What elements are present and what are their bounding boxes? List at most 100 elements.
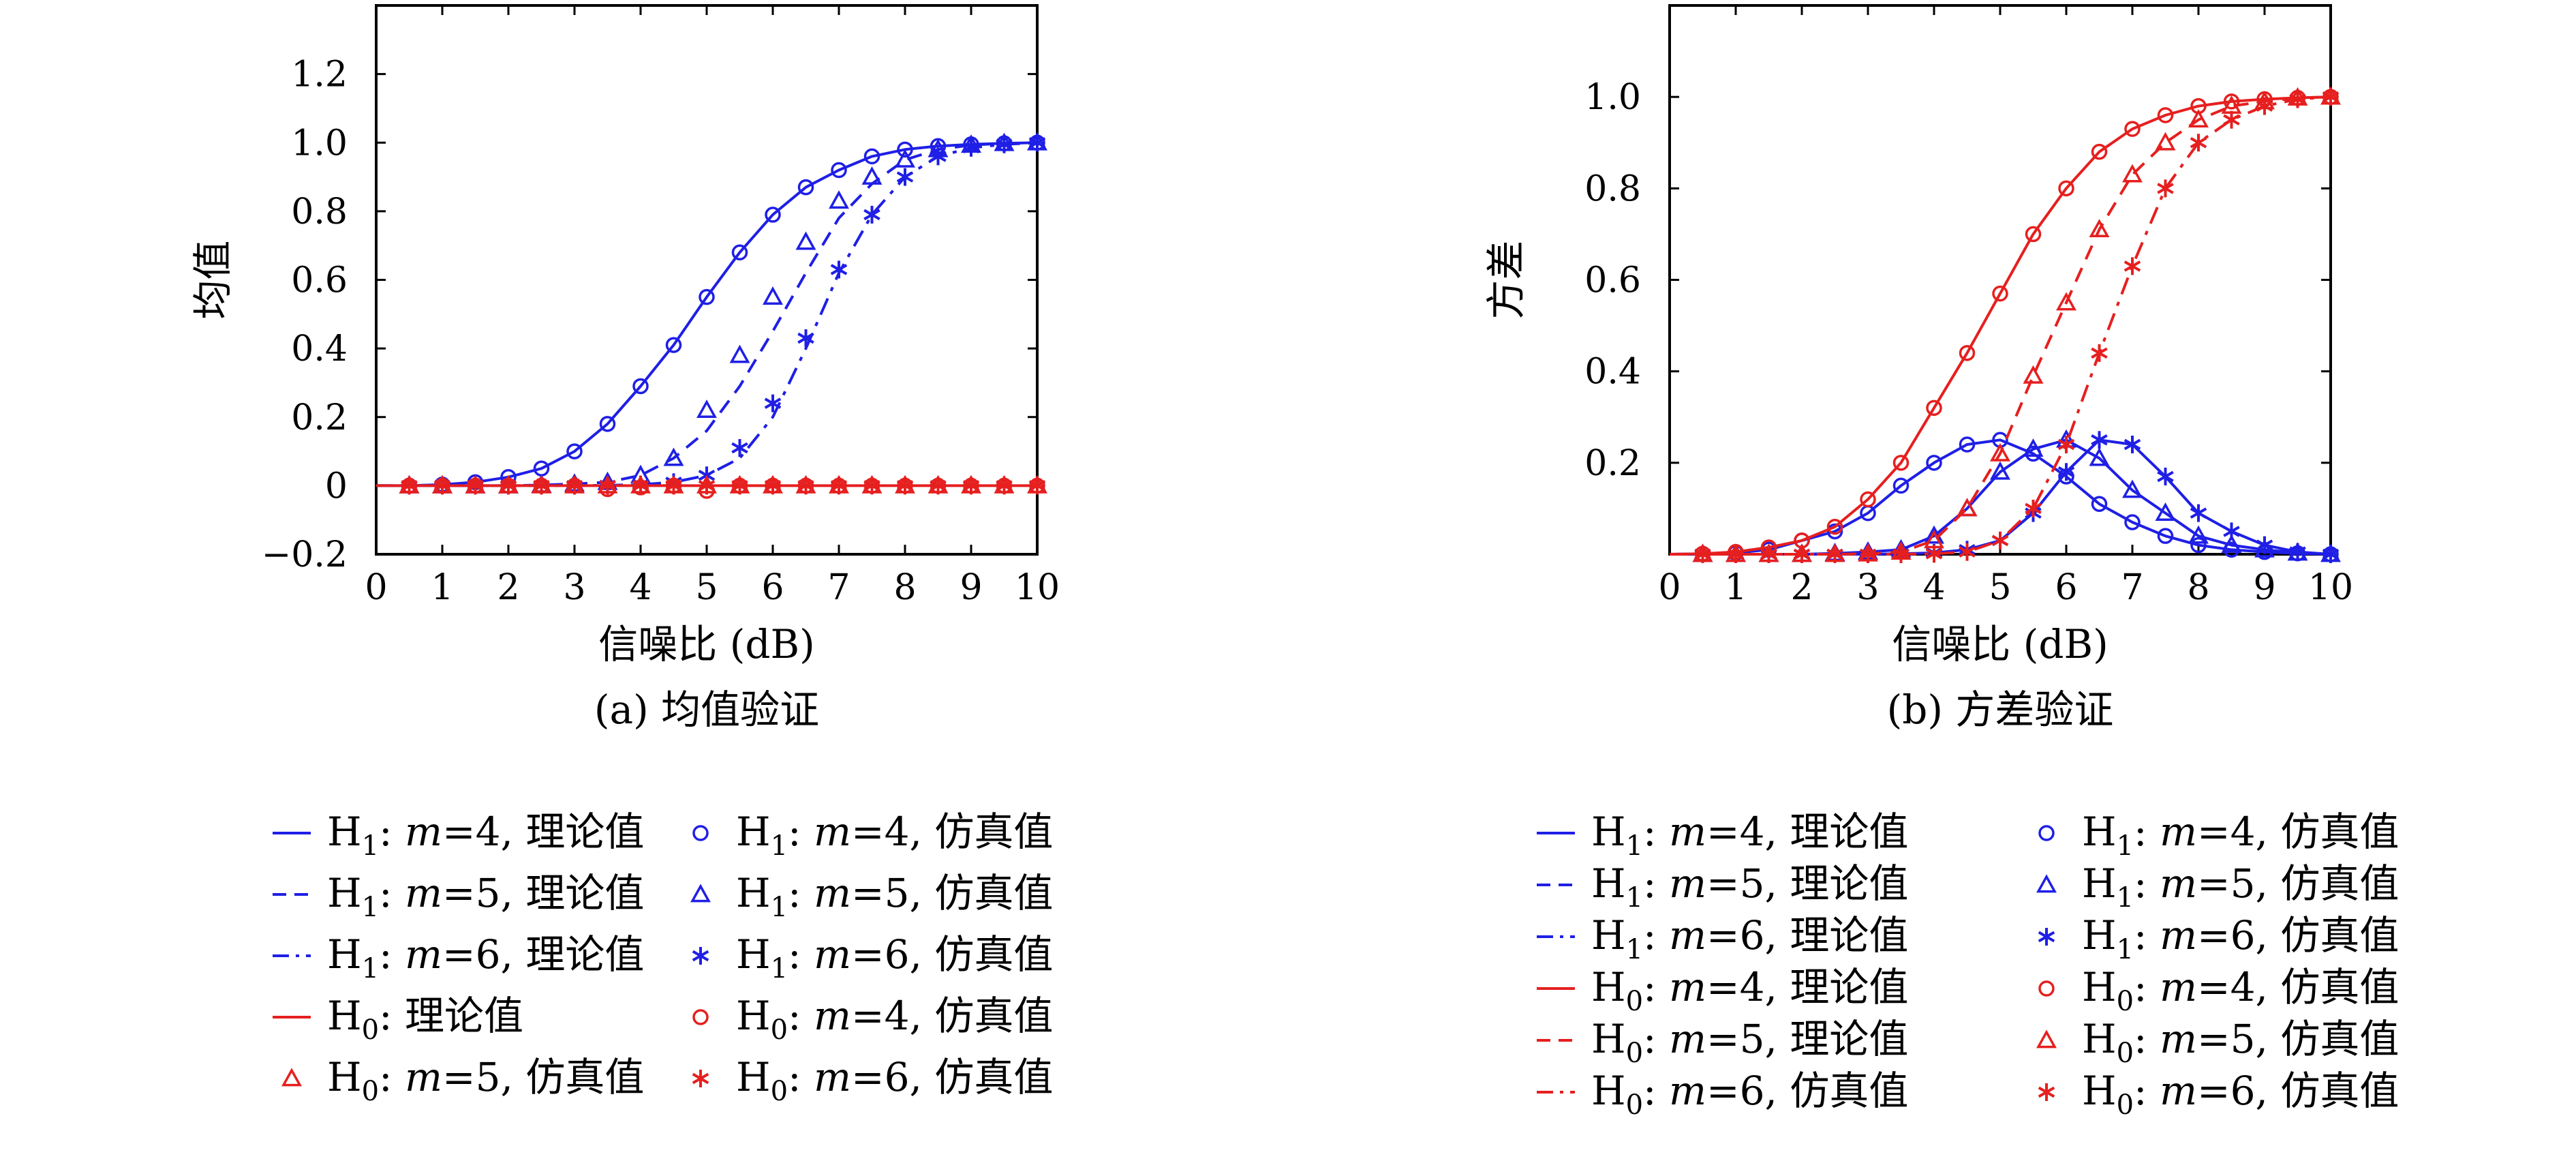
data-point-star <box>930 477 947 495</box>
panel-caption: (a) 均值验证 <box>594 687 819 733</box>
data-point-triangle <box>895 149 915 168</box>
data-point-triangle <box>729 344 750 363</box>
data-point-circle <box>665 337 682 353</box>
data-point-star <box>500 477 517 495</box>
legend-item: H1: m=5, 理论值 <box>1537 860 1908 914</box>
data-point-circle <box>1926 455 1942 471</box>
series-line <box>376 141 1038 487</box>
legend-label: H0: m=5, 仿真值 <box>2082 1016 2399 1069</box>
series-line <box>1670 95 2331 556</box>
data-point-star <box>2123 436 2141 453</box>
legend-marker-swatch <box>692 1070 709 1087</box>
data-point-star <box>962 138 980 157</box>
legend-label: H1: m=5, 仿真值 <box>2082 860 2399 914</box>
x-tick-label: 10 <box>2308 567 2353 608</box>
data-point-circle <box>699 288 715 305</box>
x-tick-label: 1 <box>431 567 453 608</box>
legend-label: H0: m=4, 理论值 <box>1591 964 1908 1017</box>
data-point-triangle <box>663 447 684 466</box>
data-point-triangle <box>2023 438 2044 457</box>
data-point-star <box>1793 545 1811 563</box>
x-tick-label: 9 <box>960 567 982 608</box>
data-point-circle <box>1959 436 1976 453</box>
series-1 <box>376 141 1038 487</box>
x-tick-label: 10 <box>1015 567 1060 608</box>
y-tick-label: 0.2 <box>291 397 348 438</box>
legend-label: H1: m=6, 仿真值 <box>736 931 1053 984</box>
legend-item: H1: m=5, 仿真值 <box>690 870 1053 923</box>
y-tick-label: 0.4 <box>1584 352 1641 393</box>
data-point-star <box>1859 545 1877 563</box>
data-point-triangle <box>696 399 717 419</box>
y-tick-label: 0.8 <box>291 192 348 232</box>
data-point-circle <box>2091 143 2108 160</box>
legend-label: H0: m=6, 仿真值 <box>2082 1068 2399 1121</box>
series-5 <box>1670 88 2340 563</box>
data-point-star <box>830 260 848 279</box>
data-point-circle <box>1860 491 1876 508</box>
legend-marker-swatch <box>281 1068 302 1087</box>
y-tick-label: 0.8 <box>1584 168 1641 209</box>
data-point-triangle <box>2089 219 2110 238</box>
data-point-star <box>599 477 616 495</box>
series-line <box>1669 95 2331 556</box>
data-point-star <box>433 477 451 495</box>
series-0 <box>376 141 1038 487</box>
legend-marker-swatch <box>2038 1083 2055 1101</box>
series-line <box>1670 95 2331 556</box>
legend-label: H0: m=5, 理论值 <box>1591 1016 1908 1069</box>
y-tick-label: 0.6 <box>1584 260 1641 301</box>
data-point-circle <box>1826 523 1843 540</box>
series-line <box>376 141 1038 487</box>
data-point-star <box>1959 543 1976 561</box>
legend-item: H1: m=5, 仿真值 <box>2036 860 2399 914</box>
legend-marker-swatch <box>2038 825 2055 841</box>
legend-label: H1: m=6, 仿真值 <box>2082 912 2399 965</box>
data-point-circle <box>863 148 880 165</box>
y-tick-label: 0.2 <box>1584 443 1641 484</box>
data-point-star <box>731 477 748 495</box>
legend-marker-swatch <box>2038 980 2055 997</box>
data-point-star <box>2190 134 2207 152</box>
legend-label: H1: m=6, 理论值 <box>1591 912 1908 965</box>
data-point-star <box>896 168 914 186</box>
legend-label: H1: m=5, 理论值 <box>1591 860 1908 914</box>
data-point-star <box>566 477 583 495</box>
data-point-star <box>2025 499 2042 517</box>
data-point-circle <box>1926 399 1942 417</box>
data-point-circle <box>2058 180 2074 197</box>
data-point-star <box>401 477 418 495</box>
legend-item: H1: m=4, 仿真值 <box>2038 809 2399 862</box>
legend-label: H1: m=4, 理论值 <box>1591 809 1908 862</box>
data-point-circle <box>1959 345 1976 361</box>
data-point-circle <box>632 378 649 395</box>
data-point-star <box>632 477 649 495</box>
y-tick-label: 0.6 <box>291 260 348 301</box>
data-point-triangle <box>2188 525 2209 544</box>
data-point-triangle <box>1990 442 2010 462</box>
data-point-star <box>1028 134 1046 152</box>
legend-item: H0: m=5, 仿真值 <box>2036 1016 2399 1069</box>
y-axis-label: 均值 <box>189 240 236 319</box>
data-point-star <box>764 477 782 495</box>
data-point-star <box>2256 536 2273 554</box>
data-point-star <box>962 477 980 495</box>
legend-label: H0: m=5, 仿真值 <box>327 1054 644 1107</box>
data-point-star <box>930 147 947 166</box>
x-tick-label: 3 <box>1856 567 1879 608</box>
legend-item: H0: m=6, 仿真值 <box>692 1054 1053 1107</box>
data-point-triangle <box>2122 479 2143 498</box>
x-tick-label: 4 <box>1922 567 1945 608</box>
data-point-star <box>764 394 782 412</box>
legend-marker-swatch <box>2038 928 2055 946</box>
series-9 <box>401 477 1046 495</box>
data-point-star <box>2091 344 2108 362</box>
data-point-triangle <box>829 190 849 209</box>
legend-item: H0: m=5, 仿真值 <box>281 1054 644 1107</box>
legend-label: H1: m=6, 理论值 <box>327 931 644 984</box>
legend-item: H1: m=6, 理论值 <box>1537 912 1908 965</box>
legend-label: H0: m=6, 仿真值 <box>736 1054 1053 1107</box>
data-point-star <box>797 329 814 348</box>
x-tick-label: 7 <box>2121 567 2143 608</box>
data-point-star <box>1727 545 1745 563</box>
